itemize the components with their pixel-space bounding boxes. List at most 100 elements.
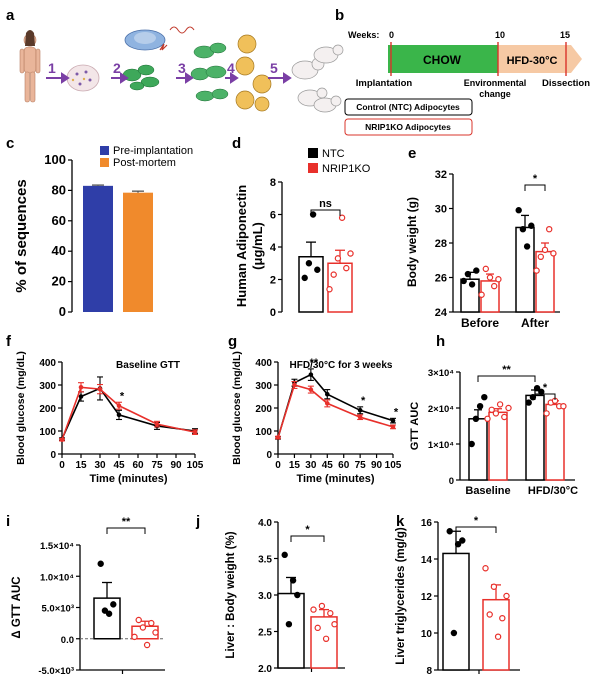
bar	[525, 394, 545, 481]
week-tick-10: 10	[495, 30, 505, 40]
data-point	[275, 435, 281, 440]
y-tick-label: 0	[266, 450, 272, 461]
data-point	[314, 624, 321, 632]
data-point	[97, 386, 103, 392]
series-line	[61, 386, 196, 441]
x-tick-label: 30	[94, 460, 106, 471]
mouse-illustration	[291, 44, 344, 113]
panel-letter-h: h	[436, 333, 445, 350]
data-point	[486, 274, 494, 281]
panel-letter-c: c	[6, 135, 14, 152]
significance-label: *	[474, 515, 479, 527]
week-tick-15: 15	[560, 30, 570, 40]
y-tick-label: 2	[270, 275, 276, 287]
data-point	[357, 414, 363, 420]
data-point	[148, 619, 155, 627]
data-point	[464, 270, 472, 278]
series-line	[61, 387, 196, 440]
data-point	[326, 286, 333, 293]
panel-letter-d: d	[232, 135, 241, 152]
data-point	[499, 615, 506, 622]
data-point	[468, 281, 476, 288]
data-point	[528, 222, 535, 229]
y-axis-label: Liver : Body weight (%)	[225, 531, 237, 658]
x-tick-label: 0	[275, 460, 281, 471]
x-tick-label: 15	[75, 460, 87, 471]
panel-letter-i: i	[6, 513, 10, 530]
week-tick-0: 0	[389, 30, 394, 40]
legend-label: Pre-implantation	[113, 145, 193, 157]
weeks-label: Weeks:	[348, 30, 379, 40]
data-point	[390, 424, 396, 430]
data-point	[481, 394, 488, 401]
y-tick-label: 2×10⁴	[428, 404, 454, 415]
data-point	[330, 271, 337, 278]
panel-e-chart: 24 26 28 30 32 Body weight (g) Before After *	[405, 169, 560, 330]
implantation-label: Implantation	[356, 78, 413, 89]
y-tick-label: 3.0	[258, 591, 272, 602]
data-point	[285, 621, 293, 628]
data-point	[334, 255, 342, 262]
step-arrows	[46, 72, 292, 84]
panel-letter-g: g	[228, 333, 237, 350]
data-point	[97, 560, 104, 567]
significance-label: **	[310, 357, 319, 369]
legend-label: NTC	[322, 148, 345, 160]
x-tick-label: HFD/30°C	[528, 485, 578, 497]
y-tick-label: 24	[435, 307, 448, 319]
data-point	[515, 207, 522, 214]
data-point	[314, 266, 321, 273]
legend-swatch	[308, 148, 318, 158]
adipocyte-culture-illustration	[190, 42, 229, 102]
data-point	[143, 641, 151, 649]
legend-ntc-text: Control (NTC) Adipocytes	[356, 102, 460, 112]
legend-ko-box	[344, 118, 473, 136]
bar	[468, 418, 488, 481]
y-tick-label: 3.5	[258, 555, 272, 566]
significance-label: *	[305, 524, 310, 536]
data-point	[486, 611, 493, 618]
data-point	[152, 629, 159, 636]
data-point	[523, 243, 531, 250]
y-tick-label: 5.0×10³	[42, 604, 75, 615]
panel-letter-b: b	[335, 7, 344, 24]
data-point	[490, 583, 498, 590]
y-tick-label: -5.0×10³	[38, 666, 74, 677]
x-tick-label: 60	[132, 460, 144, 471]
y-axis-label: GTT AUC	[409, 402, 421, 451]
significance-label: *	[543, 382, 548, 394]
x-tick-label: 105	[187, 460, 204, 471]
panel-h-chart: 0 1×10⁴ 2×10⁴ 3×10⁴ GTT AUC Baseline HFD/30°C *…	[409, 364, 578, 497]
data-point	[494, 633, 502, 640]
x-tick-label: 30	[305, 460, 317, 471]
x-tick-label: 105	[385, 460, 402, 471]
y-tick-label: 1×10⁴	[428, 440, 454, 451]
y-tick-label: 28	[435, 238, 447, 250]
data-point	[322, 635, 330, 643]
data-point	[550, 250, 557, 257]
bar	[93, 597, 121, 640]
chow-label: CHOW	[423, 53, 462, 67]
env-change-label-1: Environmental	[464, 78, 527, 88]
data-point	[503, 592, 510, 600]
y-tick-label: 20	[52, 274, 66, 289]
data-point	[492, 410, 500, 417]
chart-title: HFD/30°C for 3 weeks	[290, 360, 393, 371]
x-tick-label: 90	[371, 460, 383, 471]
bar	[442, 552, 470, 671]
data-point	[292, 382, 297, 388]
data-point	[78, 385, 84, 390]
y-tick-label: 0	[50, 450, 56, 461]
data-point	[324, 391, 330, 397]
significance-label: **	[502, 364, 511, 376]
step-1: 1	[48, 60, 56, 76]
data-point	[318, 602, 326, 610]
significance-label: *	[533, 173, 538, 185]
y-tick-label: 400	[255, 358, 272, 369]
data-point	[546, 225, 553, 233]
data-point	[301, 274, 308, 282]
data-point	[446, 528, 453, 535]
data-point	[192, 429, 198, 435]
data-point	[294, 591, 301, 599]
significance-label: *	[394, 406, 399, 418]
